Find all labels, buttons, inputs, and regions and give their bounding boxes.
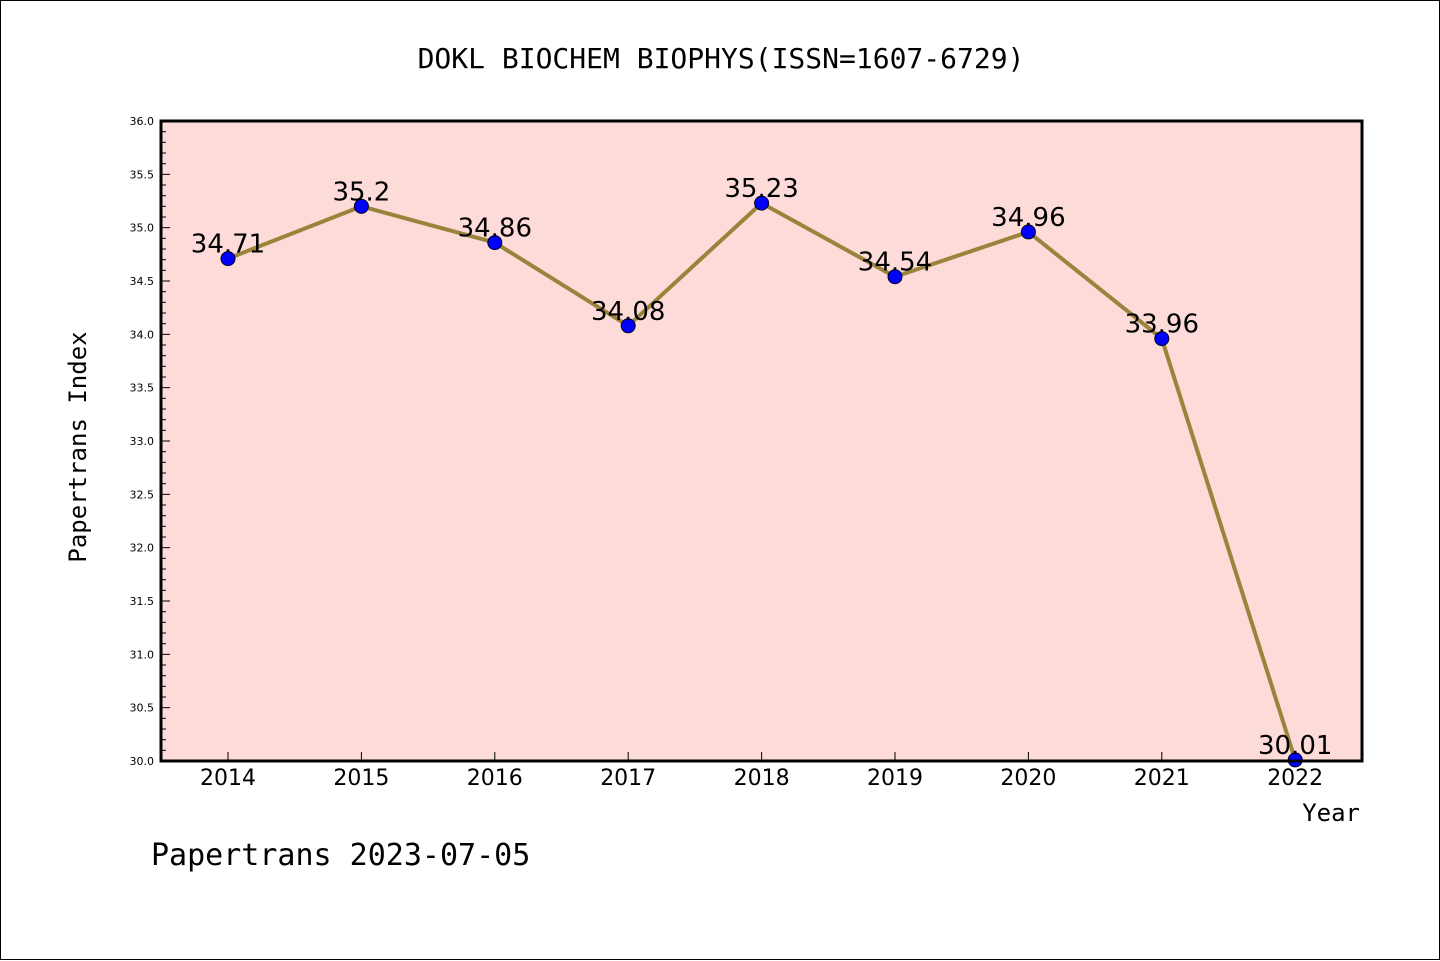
data-label: 30.01 — [1258, 731, 1332, 761]
data-point — [1154, 331, 1170, 347]
data-label: 33.96 — [1125, 310, 1199, 340]
y-tick-label: 33.0 — [130, 435, 155, 448]
data-label: 34.86 — [458, 214, 532, 244]
data-label: 34.71 — [191, 230, 265, 260]
y-tick-label: 31.5 — [130, 595, 155, 608]
data-label: 34.96 — [991, 203, 1065, 233]
data-point — [754, 195, 770, 211]
x-tick-label: 2019 — [867, 766, 923, 791]
data-label: 34.54 — [858, 248, 932, 278]
x-axis-label: Year — [1302, 799, 1360, 827]
x-tick-label: 2015 — [333, 766, 389, 791]
data-label: 35.2 — [332, 177, 390, 207]
y-tick-label: 32.5 — [130, 488, 155, 501]
data-point — [1020, 224, 1036, 240]
x-tick-label: 2022 — [1267, 766, 1323, 791]
y-tick-label: 33.5 — [130, 382, 155, 395]
y-tick-label: 32.0 — [130, 542, 155, 555]
y-tick-label: 36.0 — [130, 115, 155, 128]
x-tick-label: 2021 — [1134, 766, 1190, 791]
y-tick-label: 30.0 — [130, 755, 155, 768]
plot-border — [159, 119, 1364, 763]
data-labels: 34.71 35.2 34.86 34.08 35.23 34.54 34.96 33.96 3… — [191, 174, 1333, 761]
y-tick-label: 30.5 — [130, 702, 155, 715]
x-axis: 2014 2015 2016 2017 2018 2019 2020 2021 2022 — [200, 752, 1323, 791]
chart-title: DOKL BIOCHEM BIOPHYS(ISSN=1607-6729) — [418, 42, 1025, 75]
data-point — [620, 318, 636, 334]
data-point — [487, 235, 503, 251]
x-tick-label: 2016 — [467, 766, 523, 791]
x-tick-label: 2018 — [734, 766, 790, 791]
y-axis-label: Papertrans Index — [64, 331, 92, 562]
data-markers — [220, 195, 1303, 768]
y-tick-label: 35.5 — [130, 168, 155, 181]
data-point — [353, 198, 369, 214]
plot-area — [161, 121, 1362, 761]
y-tick-label: 34.0 — [130, 328, 155, 341]
x-tick-label: 2017 — [600, 766, 656, 791]
y-tick-label: 34.5 — [130, 275, 155, 288]
x-tick-label: 2014 — [200, 766, 256, 791]
y-tick-label: 35.0 — [130, 222, 155, 235]
data-point — [220, 251, 236, 267]
x-tick-label: 2020 — [1000, 766, 1056, 791]
data-label: 35.23 — [724, 174, 798, 204]
footer-credit: Papertrans 2023-07-05 — [151, 838, 530, 873]
data-point — [887, 269, 903, 285]
y-tick-label: 31.0 — [130, 648, 155, 661]
data-label: 34.08 — [591, 297, 665, 327]
